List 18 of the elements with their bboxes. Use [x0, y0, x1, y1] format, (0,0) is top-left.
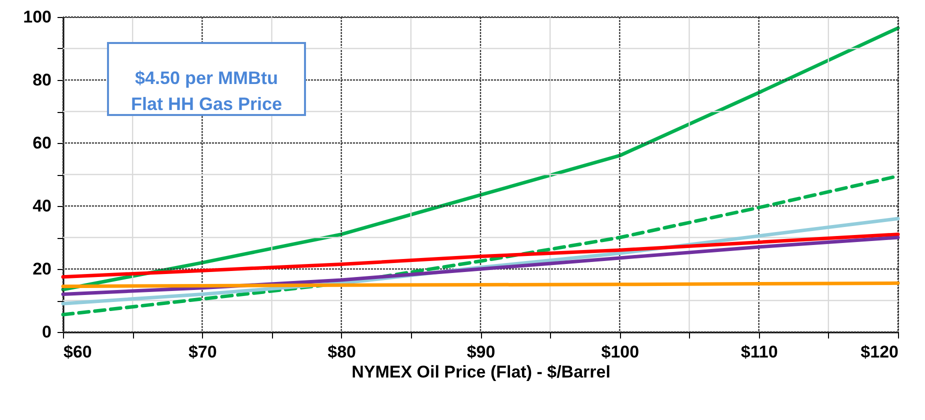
- line-series: [61, 236, 900, 296]
- x-tick-label: $90: [466, 342, 496, 362]
- x-axis-title: NYMEX Oil Price (Flat) - $/Barrel: [352, 362, 610, 382]
- x-tick-label: $110: [740, 342, 778, 362]
- annotation: $4.50 per MMBtu Flat HH Gas Price: [130, 68, 282, 114]
- x-tick-label: $80: [328, 342, 356, 362]
- y-tick-label: 20: [32, 260, 52, 278]
- x-tick-label: $120: [860, 342, 898, 362]
- x-tick-label: $70: [188, 342, 217, 362]
- y-tick-label: 40: [32, 196, 52, 216]
- y-tick-label: 80: [32, 70, 52, 90]
- y-tick-label: 100: [23, 8, 52, 26]
- line-series: [61, 232, 900, 279]
- y-tick-label: 0: [42, 322, 52, 342]
- x-tick-label: $60: [64, 342, 92, 362]
- line-series: [61, 26, 900, 292]
- y-tick-label: 60: [32, 134, 52, 152]
- x-tick-label: $100: [601, 342, 640, 362]
